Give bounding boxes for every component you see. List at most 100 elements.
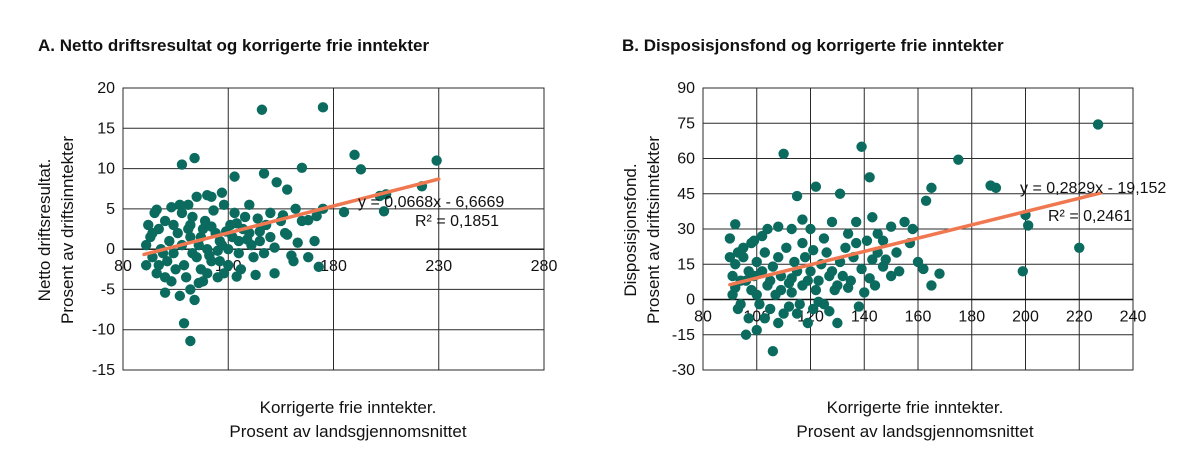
chart-panel-b: B. Disposisjonsfond og korrigerte frie i… bbox=[600, 0, 1198, 475]
y-tick-label: -5 bbox=[101, 281, 115, 298]
data-point bbox=[907, 223, 918, 235]
x-axis-label: Korrigerte frie inntekter. bbox=[827, 398, 1004, 417]
data-point bbox=[818, 299, 830, 310]
data-point bbox=[840, 242, 851, 253]
chart-title: B. Disposisjonsfond og korrigerte frie i… bbox=[622, 36, 1004, 55]
data-point bbox=[1017, 266, 1029, 277]
data-point bbox=[252, 213, 263, 224]
data-point bbox=[162, 256, 173, 267]
data-point bbox=[195, 264, 207, 275]
data-point bbox=[818, 233, 830, 244]
data-point bbox=[338, 206, 350, 218]
data-point bbox=[189, 152, 200, 164]
data-point bbox=[178, 318, 190, 329]
data-point bbox=[845, 275, 857, 286]
data-point bbox=[204, 250, 215, 261]
data-point bbox=[850, 237, 862, 249]
x-tick-label: 160 bbox=[905, 309, 932, 326]
data-point bbox=[853, 301, 865, 312]
data-point bbox=[791, 190, 803, 202]
x-tick-label: 230 bbox=[425, 258, 452, 275]
data-point bbox=[180, 272, 192, 283]
data-point bbox=[764, 275, 776, 286]
plot-frame bbox=[122, 87, 545, 371]
data-point bbox=[797, 214, 808, 225]
data-point bbox=[756, 266, 768, 277]
data-point bbox=[254, 235, 266, 247]
data-point bbox=[256, 104, 268, 115]
data-point bbox=[799, 252, 811, 263]
data-point bbox=[292, 237, 303, 248]
data-point bbox=[893, 266, 905, 277]
y-tick-label: 90 bbox=[677, 80, 695, 97]
data-point bbox=[856, 141, 867, 152]
data-point bbox=[786, 223, 797, 235]
data-point bbox=[880, 254, 891, 265]
data-point bbox=[926, 280, 937, 291]
data-point bbox=[802, 317, 814, 329]
data-point bbox=[990, 182, 1002, 194]
data-point bbox=[730, 219, 741, 230]
data-point bbox=[140, 239, 152, 251]
data-point bbox=[223, 260, 234, 271]
data-point bbox=[813, 275, 824, 286]
trendline bbox=[142, 177, 441, 257]
data-point bbox=[810, 181, 822, 192]
x-tick-label: 80 bbox=[114, 258, 132, 275]
data-point bbox=[773, 317, 784, 329]
plot-frame bbox=[702, 87, 1134, 371]
data-point bbox=[867, 254, 878, 265]
data-point bbox=[229, 207, 240, 219]
chart-title: A. Netto driftsresultat og korrigerte fr… bbox=[38, 36, 430, 55]
data-point bbox=[431, 155, 442, 166]
x-tick-label: 220 bbox=[1066, 309, 1093, 326]
data-point bbox=[218, 199, 230, 211]
data-point bbox=[735, 299, 746, 310]
data-point bbox=[926, 182, 937, 194]
data-point bbox=[773, 252, 784, 263]
data-point bbox=[197, 223, 209, 235]
x-axis-label: Prosent av landsgjennomsnittet bbox=[229, 422, 466, 441]
data-point bbox=[912, 256, 924, 268]
y-tick-label: 10 bbox=[97, 161, 115, 178]
data-point bbox=[885, 221, 897, 232]
y-tick-label: 60 bbox=[677, 151, 695, 168]
data-point bbox=[212, 245, 223, 256]
data-point bbox=[164, 235, 175, 247]
data-point bbox=[759, 247, 771, 258]
data-point bbox=[170, 264, 181, 275]
data-point bbox=[296, 162, 308, 173]
data-point bbox=[781, 242, 792, 253]
data-point bbox=[1022, 220, 1034, 231]
chart-panel-a: A. Netto driftsresultat og korrigerte fr… bbox=[0, 0, 580, 475]
data-point bbox=[829, 284, 840, 296]
data-point bbox=[724, 252, 736, 263]
data-point bbox=[159, 215, 171, 227]
data-point bbox=[185, 231, 196, 243]
data-point bbox=[147, 227, 158, 239]
data-point bbox=[178, 260, 190, 271]
data-point bbox=[244, 199, 255, 211]
y-tick-label: 15 bbox=[677, 256, 695, 273]
data-point bbox=[885, 270, 897, 282]
data-point bbox=[206, 221, 217, 232]
x-tick-label: 200 bbox=[1012, 309, 1039, 326]
data-point bbox=[743, 313, 754, 324]
data-point bbox=[254, 226, 266, 237]
data-point bbox=[216, 187, 228, 198]
y-tick-label: 0 bbox=[106, 241, 115, 258]
data-point bbox=[269, 242, 280, 253]
data-point bbox=[891, 247, 902, 258]
data-point bbox=[864, 172, 875, 183]
data-point bbox=[296, 215, 308, 227]
data-point bbox=[258, 247, 270, 259]
data-point bbox=[826, 266, 838, 277]
x-tick-label: 180 bbox=[958, 309, 985, 326]
data-point bbox=[730, 259, 741, 270]
data-point bbox=[355, 164, 367, 175]
data-point bbox=[378, 206, 390, 217]
data-point bbox=[872, 228, 883, 239]
y-tick-label: -30 bbox=[672, 362, 695, 379]
data-point bbox=[791, 308, 803, 319]
data-point bbox=[265, 207, 276, 219]
